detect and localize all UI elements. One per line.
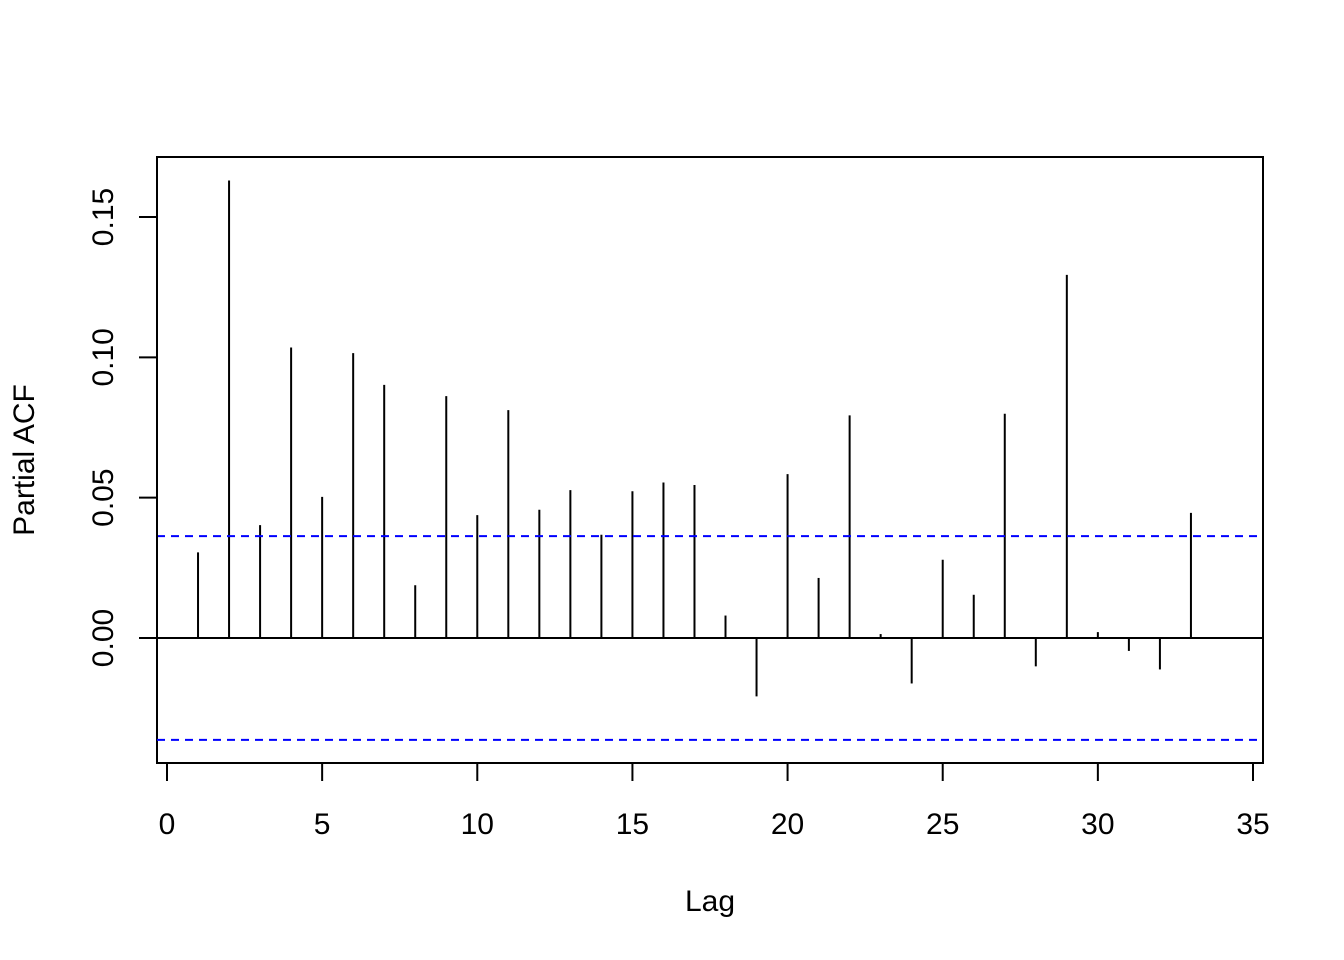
- y-tick-label: 0.00: [87, 609, 120, 667]
- x-axis-label: Lag: [685, 885, 735, 918]
- x-tick-label: 10: [461, 808, 494, 841]
- plot-frame: [156, 156, 1264, 764]
- x-tick-label: 5: [314, 808, 331, 841]
- confidence-bounds-layer: [157, 535, 1263, 741]
- x-tick-label: 20: [771, 808, 804, 841]
- y-tick-label: 0.15: [87, 188, 120, 246]
- y-tick-label: 0.05: [87, 468, 120, 526]
- bars-layer: [197, 180, 1192, 697]
- x-tick-label: 0: [159, 808, 176, 841]
- y-axis-label: Partial ACF: [8, 384, 41, 536]
- x-tick-label: 25: [926, 808, 959, 841]
- x-tick-label: 30: [1081, 808, 1114, 841]
- x-tick-label: 35: [1236, 808, 1269, 841]
- y-tick-label: 0.10: [87, 328, 120, 386]
- y-axis: 0.00 0.05 0.10 0.15: [87, 188, 158, 667]
- x-axis: 0 5 10 15 20 25 30 35: [159, 762, 1270, 841]
- x-tick-label: 15: [616, 808, 649, 841]
